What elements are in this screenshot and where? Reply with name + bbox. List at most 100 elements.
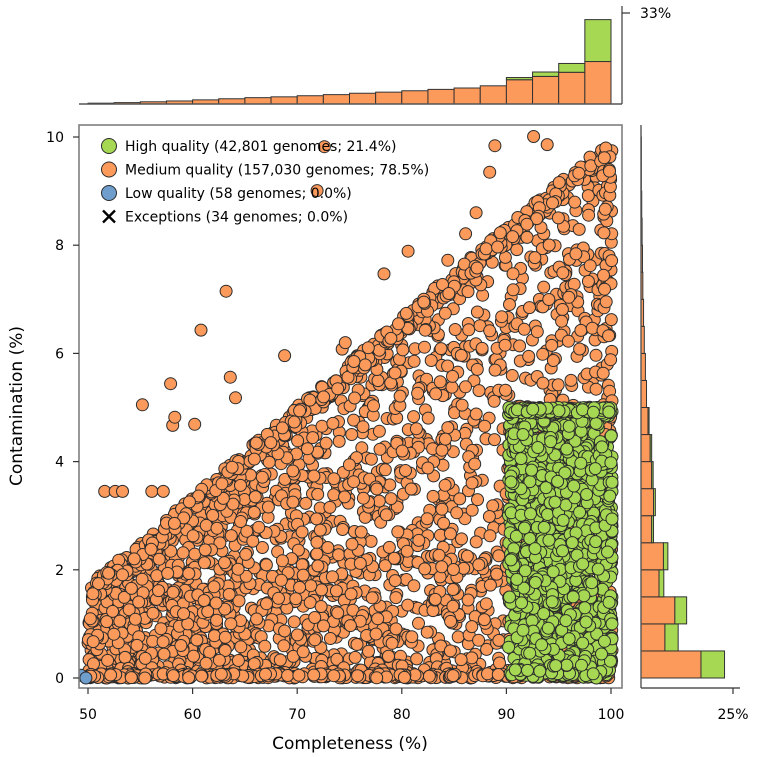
medium-quality-point <box>308 633 322 647</box>
medium-quality-point <box>393 389 407 403</box>
medium-quality-point <box>477 613 491 627</box>
medium-quality-point <box>493 656 506 670</box>
medium-quality-point <box>555 314 569 328</box>
high-quality-point <box>552 404 566 418</box>
medium-quality-point <box>520 217 534 231</box>
medium-quality-point <box>310 535 324 549</box>
medium-quality-point <box>572 222 586 236</box>
top-hist-bar-high <box>558 62 586 73</box>
medium-quality-point <box>135 572 149 586</box>
medium-quality-point <box>367 399 380 413</box>
medium-quality-point <box>275 554 289 568</box>
medium-quality-point <box>382 649 395 663</box>
high-quality-point <box>560 442 574 456</box>
medium-quality-point <box>168 410 182 424</box>
medium-quality-point <box>432 548 446 562</box>
right-hist-bar-medium <box>640 407 649 436</box>
medium-quality-point <box>598 202 612 216</box>
medium-quality-point <box>198 556 211 570</box>
medium-quality-point <box>348 391 362 405</box>
medium-quality-point <box>255 470 269 484</box>
medium-quality-point <box>551 378 565 392</box>
medium-quality-point <box>434 342 448 356</box>
medium-quality-point <box>124 671 138 685</box>
medium-quality-point <box>329 584 343 598</box>
high-quality-point <box>601 545 614 559</box>
medium-quality-point <box>273 653 287 667</box>
medium-quality-point <box>585 321 599 335</box>
medium-quality-point <box>281 669 295 682</box>
high-quality-point <box>515 596 528 610</box>
medium-quality-point <box>306 431 320 445</box>
medium-quality-point <box>358 358 372 372</box>
right-hist-bar-high <box>674 596 688 625</box>
medium-quality-point <box>117 590 131 604</box>
medium-quality-point <box>255 541 269 554</box>
top-hist-bar-medium <box>479 85 507 105</box>
medium-quality-point <box>561 334 575 348</box>
high-quality-point <box>556 544 569 558</box>
top-hist-bar-medium <box>218 98 246 105</box>
medium-quality-point <box>348 650 362 664</box>
medium-quality-point <box>303 393 317 407</box>
medium-quality-point <box>435 502 449 516</box>
medium-quality-point <box>325 570 339 584</box>
medium-quality-point <box>201 605 215 618</box>
medium-quality-point <box>382 540 396 554</box>
medium-quality-point <box>226 497 240 511</box>
medium-quality-point <box>540 138 554 152</box>
top-hist-bar-medium <box>584 61 612 105</box>
medium-quality-point <box>506 267 520 281</box>
medium-quality-point <box>229 391 242 405</box>
legend-label: Medium quality (157,030 genomes; 78.5%) <box>125 163 429 179</box>
medium-quality-point <box>445 380 459 394</box>
medium-quality-point <box>465 476 479 490</box>
high-quality-point <box>603 489 617 503</box>
high-quality-point <box>544 435 558 449</box>
medium-quality-point <box>156 635 170 649</box>
medium-quality-point <box>327 472 341 486</box>
medium-quality-point <box>164 377 178 391</box>
medium-quality-point <box>207 629 221 643</box>
medium-quality-point <box>317 390 331 404</box>
x-tick-label: 60 <box>184 707 202 723</box>
high-quality-point <box>508 663 522 677</box>
medium-quality-point <box>433 375 447 389</box>
medium-quality-point <box>442 287 456 300</box>
medium-quality-point <box>597 151 611 165</box>
high-quality-point <box>537 607 551 621</box>
medium-quality-point <box>451 630 465 644</box>
medium-quality-point <box>272 591 285 605</box>
medium-quality-point <box>450 506 464 520</box>
medium-quality-point <box>569 247 583 261</box>
right-hist-bar-medium <box>640 623 666 652</box>
medium-quality-point <box>345 537 359 551</box>
medium-quality-point <box>370 671 384 685</box>
medium-quality-point <box>448 323 462 336</box>
high-quality-point <box>503 590 516 604</box>
top-hist-bar-high <box>505 77 534 81</box>
x-tick-label: 70 <box>288 707 306 723</box>
medium-quality-point <box>332 548 346 562</box>
right-hist-bar-high <box>662 542 669 571</box>
legend-marker <box>101 185 117 201</box>
high-quality-point <box>575 658 588 672</box>
medium-quality-point <box>319 436 333 450</box>
medium-quality-point <box>411 386 425 400</box>
medium-quality-point <box>259 667 272 681</box>
medium-quality-point <box>87 657 100 671</box>
legend-label: Exceptions (34 genomes; 0.0%) <box>125 210 348 226</box>
high-quality-point <box>502 640 516 654</box>
medium-quality-point <box>295 525 309 539</box>
medium-quality-point <box>107 627 121 641</box>
medium-quality-point <box>506 283 520 297</box>
medium-quality-point <box>555 303 569 316</box>
high-quality-point <box>595 647 608 661</box>
medium-quality-point <box>293 580 307 594</box>
medium-quality-point <box>503 298 516 311</box>
top-hist-bar-medium <box>401 90 429 105</box>
medium-quality-point <box>224 529 238 543</box>
high-quality-point <box>518 521 531 535</box>
medium-quality-point <box>249 436 263 450</box>
medium-quality-point <box>459 380 472 394</box>
